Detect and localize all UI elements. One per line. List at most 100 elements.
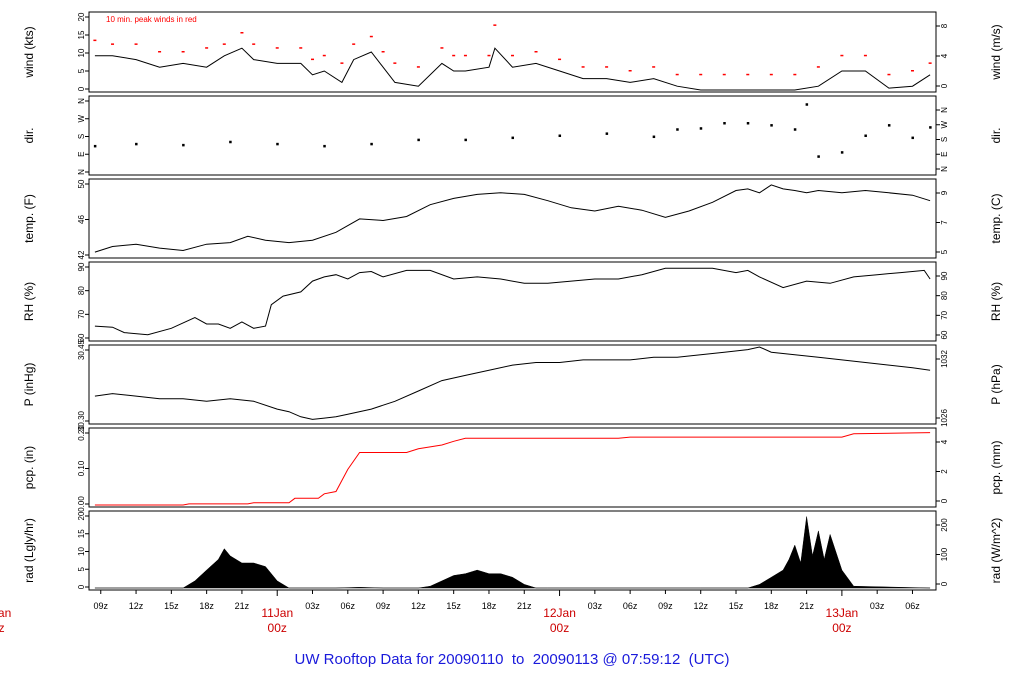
direction-point — [723, 122, 726, 125]
peak-wind-mark — [558, 58, 562, 61]
peak-wind-mark — [340, 62, 344, 64]
peak-wind-mark — [816, 66, 820, 68]
direction-point — [840, 151, 844, 154]
day-label: 11Jan — [261, 606, 293, 620]
y-tick-label-left: 0.10 — [77, 460, 86, 476]
peak-wind-mark — [205, 47, 209, 49]
y-tick-label-right: 200 — [940, 518, 949, 532]
y-axis-label-right: pcp. (mm) — [989, 440, 1003, 494]
peak-wind-mark — [440, 47, 444, 49]
x-axis: 09z 12z 15z 18z 21z 03z 06z 09z 12z 15z 18z 21z 03z 0… — [0, 590, 920, 635]
title-start-date: 20090110 — [437, 651, 504, 668]
direction-point — [911, 136, 914, 140]
y-tick-label-right: 80 — [940, 291, 949, 300]
y-axis-label-left: RH (%) — [22, 282, 36, 321]
y-tick-label-left: 0.00 — [77, 496, 86, 512]
direction-point — [817, 155, 820, 158]
y-tick-label-right: 70 — [940, 310, 949, 319]
y-tick-label-left: 0 — [77, 584, 86, 589]
peak-wind-mark — [746, 73, 750, 76]
y-tick-label-left: 10 — [77, 48, 86, 57]
direction-point — [93, 144, 97, 148]
peak-wind-mark — [628, 70, 632, 72]
direction-point — [652, 135, 656, 139]
peak-wind-mark — [910, 70, 914, 72]
direction-point — [464, 138, 467, 142]
peak-wind-mark — [605, 66, 609, 68]
x-tick-label: 03z — [870, 601, 885, 611]
x-tick-label: 06z — [623, 601, 638, 611]
panel-wind: 0 5 10 15 20 0 4 8 wind (kts) wind (m/s) 10 min. p… — [22, 11, 1003, 93]
title-prefix: UW Rooftop Data for — [294, 651, 434, 668]
peak-wind-mark — [352, 43, 356, 45]
y-tick-label-right: 90 — [940, 271, 949, 280]
precip-line — [94, 432, 931, 506]
direction-point — [370, 142, 373, 146]
y-tick-label-left: 70 — [77, 309, 86, 318]
y-tick-label-right: N — [940, 107, 949, 113]
y-tick-label-left: 10 — [77, 547, 86, 556]
y-tick-label-right: 4 — [940, 53, 949, 58]
direction-point — [929, 126, 932, 129]
x-tick-label: 09z — [376, 601, 391, 611]
x-tick-label: 06z — [341, 601, 356, 611]
y-tick-label-right: E — [940, 152, 949, 157]
y-tick-label-left: E — [77, 152, 86, 157]
y-tick-label-right: 9 — [940, 190, 949, 195]
peak-wind-mark — [887, 73, 891, 76]
y-tick-label-right: N — [940, 166, 949, 172]
direction-point — [605, 132, 609, 135]
peak-wind-mark — [322, 54, 326, 57]
temperature-line — [94, 184, 931, 253]
x-tick-label: 18z — [482, 601, 497, 611]
y-tick-label-left: 15 — [77, 30, 86, 39]
y-tick-label-left: 90 — [77, 262, 86, 271]
y-axis-label-left: dir. — [22, 127, 36, 143]
direction-point — [864, 134, 867, 137]
wind-speed-line — [94, 47, 931, 91]
peak-wind-mark — [416, 66, 420, 68]
y-tick-label-right: 60 — [940, 330, 949, 339]
y-axis-label-right: wind (m/s) — [989, 24, 1003, 80]
y-tick-label-right: 7 — [940, 220, 949, 225]
peak-wind-mark — [463, 54, 467, 57]
peak-wind-mark — [840, 54, 844, 57]
x-tick-label: 12z — [693, 601, 708, 611]
y-axis-label-left: temp. (F) — [22, 194, 36, 243]
direction-point — [699, 127, 703, 130]
direction-point — [135, 142, 138, 146]
x-tick-label: 15z — [164, 601, 179, 611]
y-tick-label-left: 0 — [77, 86, 86, 91]
title-at: @ — [602, 651, 618, 668]
direction-point — [417, 138, 420, 142]
peak-wind-mark — [299, 47, 303, 49]
y-axis-label-left: pcp. (in) — [22, 446, 36, 489]
pressure-line — [94, 346, 931, 420]
y-tick-label-left: 30.45 — [77, 339, 86, 360]
direction-point — [676, 128, 679, 131]
x-tick-label: 18z — [764, 601, 779, 611]
y-axis-label-right: P (hPa) — [989, 364, 1003, 404]
title-end-date: 20090113 — [532, 651, 599, 668]
y-tick-label-left: W — [77, 115, 86, 123]
chart-title: UW Rooftop Data for 20090110 to 20090113… — [0, 651, 1024, 668]
y-tick-label-left: 60 — [77, 333, 86, 342]
peak-wind-annotation: 10 min. peak winds in red — [106, 15, 197, 24]
day-label-time: 00z — [832, 621, 851, 635]
y-tick-label-right: 100 — [940, 547, 949, 561]
x-tick-label: 15z — [446, 601, 461, 611]
y-tick-label-left: 5 — [77, 566, 86, 571]
title-to: to — [511, 651, 525, 668]
direction-point — [770, 124, 773, 127]
x-tick-label: 06z — [905, 601, 920, 611]
y-tick-label-left: N — [77, 169, 86, 175]
y-axis-label-right: RH (%) — [989, 282, 1003, 321]
direction-point — [793, 128, 797, 131]
y-tick-label-left: 15 — [77, 529, 86, 538]
peak-wind-mark — [240, 32, 244, 34]
peak-wind-mark — [534, 51, 538, 53]
peak-wind-mark — [493, 24, 497, 26]
direction-point — [805, 103, 809, 106]
y-tick-label-left: 5 — [77, 68, 86, 73]
peak-wind-mark — [311, 58, 315, 61]
